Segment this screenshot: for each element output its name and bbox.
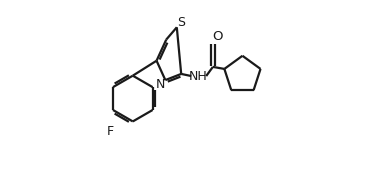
Text: NH: NH (189, 70, 208, 83)
Text: O: O (212, 30, 223, 43)
Text: S: S (177, 15, 185, 29)
Text: F: F (107, 125, 114, 138)
Text: N: N (155, 78, 165, 91)
